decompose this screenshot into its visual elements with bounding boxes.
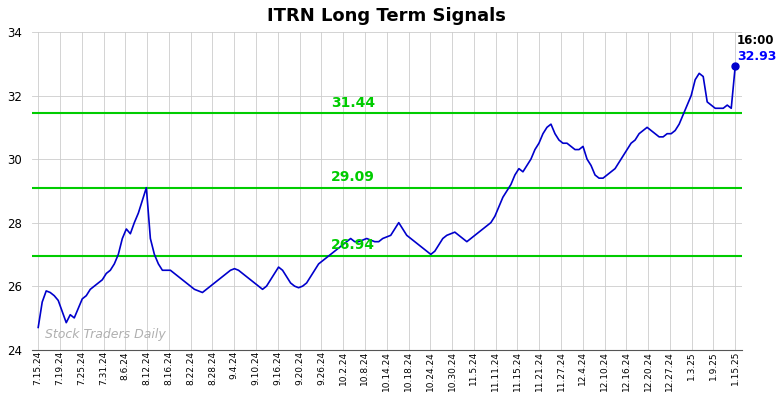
Text: 31.44: 31.44 [331, 96, 375, 109]
Text: 26.94: 26.94 [331, 238, 375, 252]
Title: ITRN Long Term Signals: ITRN Long Term Signals [267, 7, 506, 25]
Text: Stock Traders Daily: Stock Traders Daily [45, 328, 165, 341]
Text: 16:00: 16:00 [737, 34, 775, 47]
Text: 32.93: 32.93 [737, 50, 776, 63]
Text: 29.09: 29.09 [331, 170, 375, 184]
